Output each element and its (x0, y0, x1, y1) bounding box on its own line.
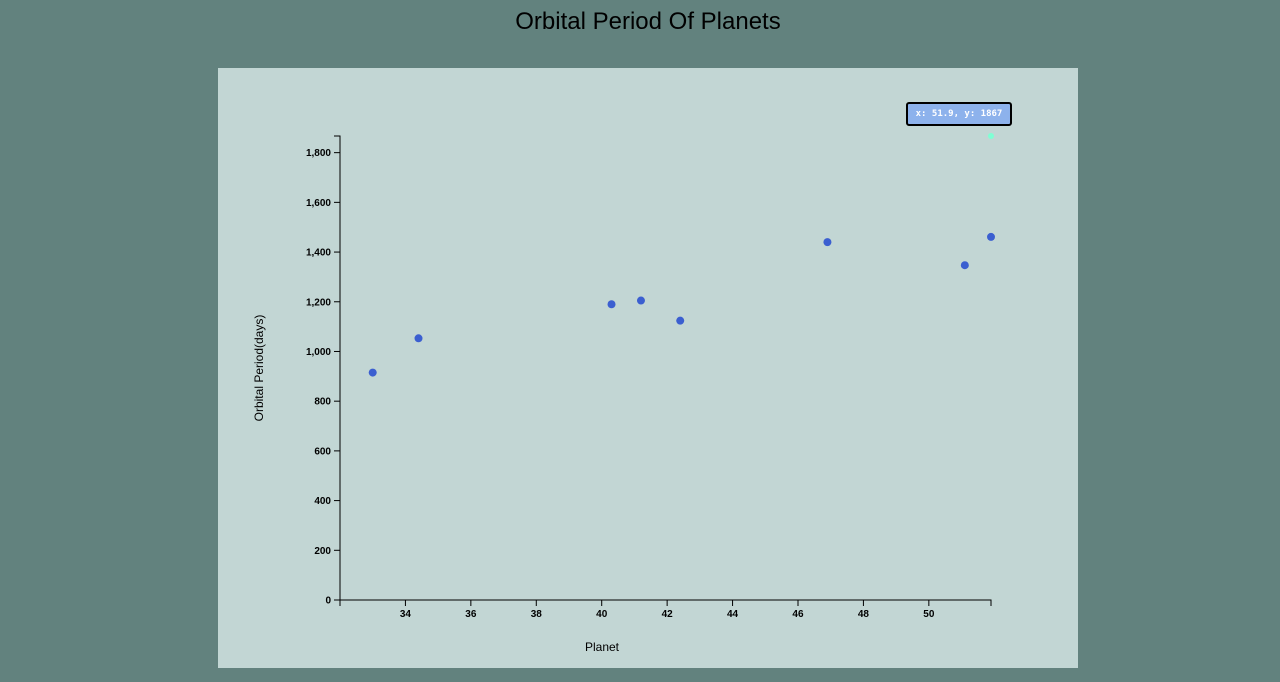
x-tick-label: 42 (662, 609, 674, 620)
y-tick-label: 200 (314, 546, 331, 557)
x-tick-label: 44 (727, 609, 739, 620)
y-axis-title: Orbital Period(days) (252, 315, 266, 422)
data-point (414, 334, 423, 343)
page-title: Orbital Period Of Planets (515, 8, 781, 35)
x-tick-label: 34 (400, 609, 412, 620)
y-tick-label: 1,600 (306, 198, 331, 209)
x-axis-title: Planet (585, 640, 620, 654)
x-axis: 34 36 38 40 42 44 46 48 50 (339, 599, 992, 620)
y-tick-label: 1,800 (306, 148, 331, 159)
data-point (368, 368, 377, 377)
point-tooltip: x: 51.9, y: 1867 (906, 102, 1012, 126)
x-axis-line (339, 599, 992, 606)
data-point (823, 238, 832, 247)
data-point (676, 316, 685, 325)
scatter-chart: 0 200 400 600 800 1,000 1,200 1,400 1,600 1,800 3… (252, 133, 995, 654)
plot-panel: 0 200 400 600 800 1,000 1,200 1,400 1,600 1,800 3… (218, 68, 1078, 668)
data-point (607, 300, 616, 309)
y-tick-label: 0 (325, 596, 331, 607)
highlighted-data-point (988, 133, 994, 139)
y-tick-label: 600 (314, 446, 331, 457)
y-axis: 0 200 400 600 800 1,000 1,200 1,400 1,600 1,800 (306, 135, 341, 607)
x-tick-label: 48 (858, 609, 870, 620)
data-point (636, 296, 645, 305)
x-tick-label: 36 (465, 609, 477, 620)
y-tick-label: 1,400 (306, 248, 331, 259)
data-point (987, 232, 995, 241)
x-tick-label: 46 (792, 609, 804, 620)
x-tick-label: 40 (596, 609, 608, 620)
x-tick-label: 38 (531, 609, 543, 620)
y-tick-label: 800 (314, 397, 331, 408)
x-tick-label: 50 (923, 609, 935, 620)
data-points (368, 133, 995, 377)
y-tick-label: 400 (314, 496, 331, 507)
y-tick-label: 1,200 (306, 297, 331, 308)
data-point (960, 261, 969, 270)
y-axis-line (334, 135, 341, 601)
y-tick-label: 1,000 (306, 347, 331, 358)
